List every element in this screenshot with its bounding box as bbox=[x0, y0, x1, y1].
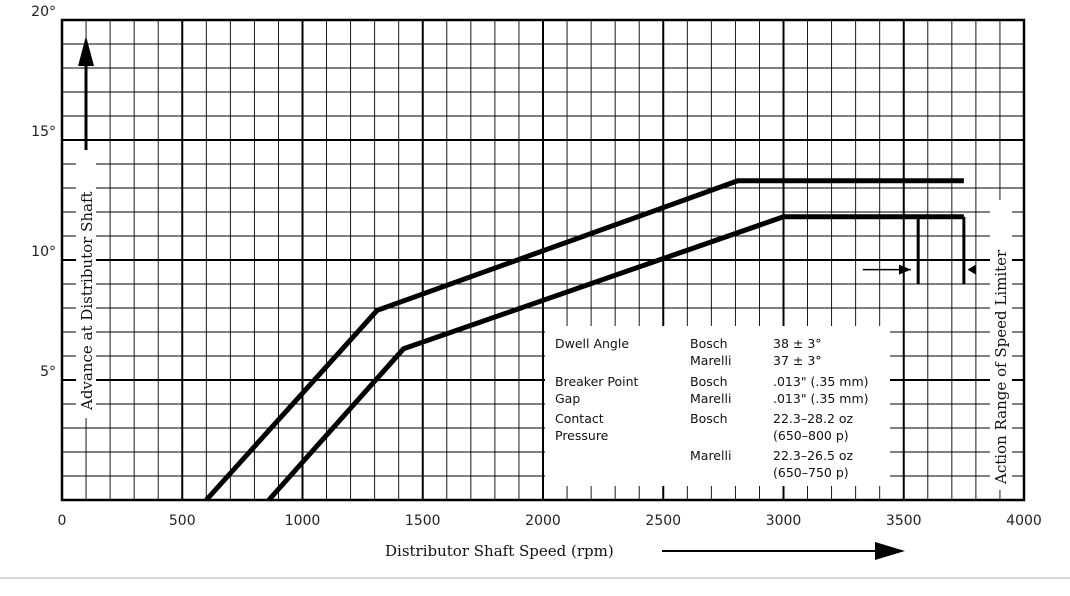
advance-curve-2 bbox=[266, 214, 964, 502]
bottom-divider bbox=[0, 577, 1070, 579]
advance-curve-1 bbox=[204, 178, 964, 502]
x-tick-label: 1500 bbox=[405, 513, 441, 529]
spec-value: (650–750 p) bbox=[773, 465, 849, 480]
x-tick-label: 0 bbox=[58, 513, 67, 529]
right-axis-title: Action Range of Speed Limiter bbox=[992, 249, 1010, 485]
spec-maker: Marelli bbox=[690, 353, 731, 368]
y-axis-title: Advance at Distributor Shaft bbox=[78, 191, 96, 411]
x-axis-title: Distributor Shaft Speed (rpm) bbox=[385, 542, 614, 560]
spec-maker: Bosch bbox=[690, 336, 728, 351]
spec-value: .013" (.35 mm) bbox=[773, 391, 869, 406]
x-tick-label: 4000 bbox=[1006, 513, 1042, 529]
y-tick-label: 20° bbox=[31, 4, 56, 20]
x-tick-label: 1000 bbox=[285, 513, 321, 529]
spec-value: 22.3–28.2 oz bbox=[773, 411, 854, 426]
x-tick-label: 500 bbox=[169, 513, 196, 529]
y-tick-label: 15° bbox=[31, 124, 56, 140]
plot-frame bbox=[60, 18, 1026, 502]
x-tick-label: 3000 bbox=[766, 513, 802, 529]
x-tick-label: 2000 bbox=[525, 513, 561, 529]
breaker-gap-label: Breaker Point bbox=[555, 374, 639, 389]
x-tick-label: 2500 bbox=[645, 513, 681, 529]
spec-value: 37 ± 3° bbox=[773, 353, 822, 368]
spec-maker: Bosch bbox=[690, 374, 728, 389]
spec-value: 22.3–26.5 oz bbox=[773, 448, 854, 463]
dwell-angle-label: Dwell Angle bbox=[555, 336, 629, 351]
spec-value: .013" (.35 mm) bbox=[773, 374, 869, 389]
contact-pressure-label: Contact bbox=[555, 411, 604, 426]
y-tick-label: 5° bbox=[40, 364, 56, 380]
x-axis-arrow bbox=[662, 542, 905, 560]
spec-value: (650–800 p) bbox=[773, 428, 849, 443]
spec-value: 38 ± 3° bbox=[773, 336, 822, 351]
spec-maker: Marelli bbox=[690, 391, 731, 406]
spec-maker: Marelli bbox=[690, 448, 731, 463]
breaker-gap-label-2: Gap bbox=[555, 391, 580, 406]
y-tick-label: 10° bbox=[31, 244, 56, 260]
limiter-arrow-right-head bbox=[967, 264, 976, 275]
x-tick-label: 3500 bbox=[886, 513, 922, 529]
spec-maker: Bosch bbox=[690, 411, 728, 426]
specs-box: Dwell Angle Breaker Point Gap Contact Pr… bbox=[545, 326, 890, 486]
contact-pressure-label-2: Pressure bbox=[555, 428, 609, 443]
limiter-arrow-left-head bbox=[898, 264, 911, 275]
